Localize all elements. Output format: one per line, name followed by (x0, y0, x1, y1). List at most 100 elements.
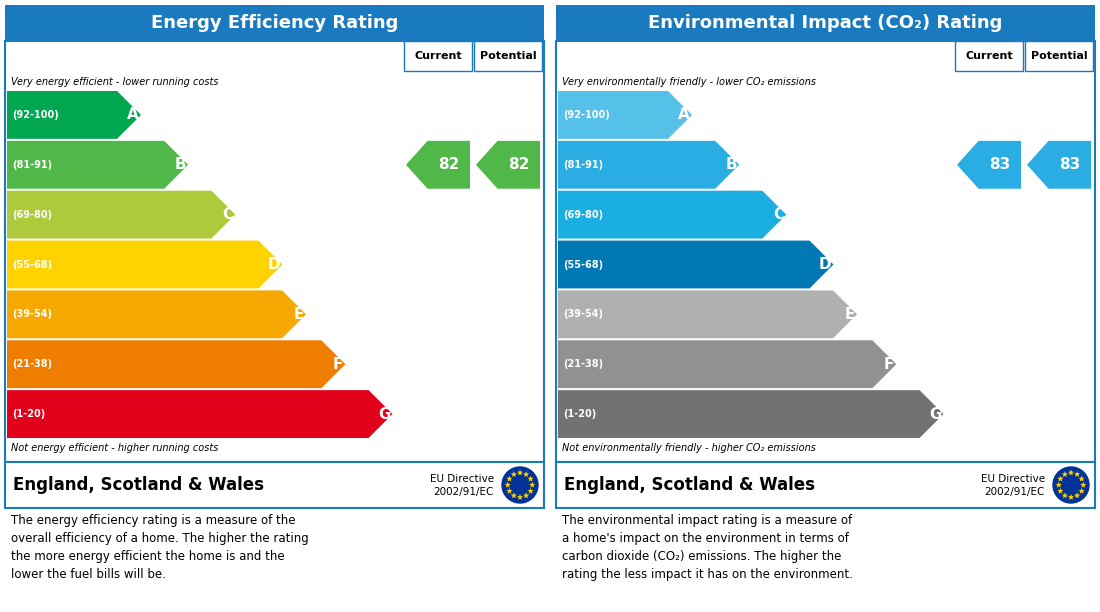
Bar (404, 41, 472, 71)
Polygon shape (1062, 493, 1068, 498)
Text: F: F (884, 357, 894, 371)
Polygon shape (1078, 488, 1085, 494)
Text: B: B (726, 157, 737, 173)
Bar (6, 5, 544, 41)
Polygon shape (1074, 471, 1080, 477)
Bar (955, 41, 1023, 71)
Text: EU Directive: EU Directive (981, 474, 1045, 484)
Text: (55-68): (55-68) (563, 259, 603, 269)
Bar (474, 41, 542, 71)
Polygon shape (7, 291, 306, 338)
Polygon shape (1068, 469, 1074, 476)
Polygon shape (558, 291, 857, 338)
Text: (92-100): (92-100) (12, 110, 58, 120)
Text: (21-38): (21-38) (563, 359, 603, 369)
Polygon shape (7, 390, 393, 438)
Text: Current: Current (415, 51, 462, 61)
Text: G: G (930, 406, 942, 422)
Polygon shape (1078, 476, 1085, 482)
Text: (39-54): (39-54) (12, 309, 52, 319)
Polygon shape (957, 141, 1021, 188)
Text: Not energy efficient - higher running costs: Not energy efficient - higher running co… (11, 443, 219, 453)
Text: (1-20): (1-20) (12, 409, 45, 419)
Polygon shape (476, 141, 540, 188)
Text: (81-91): (81-91) (12, 160, 52, 170)
Polygon shape (510, 493, 517, 498)
Polygon shape (558, 340, 896, 388)
Text: Very energy efficient - lower running costs: Very energy efficient - lower running co… (11, 77, 219, 87)
Polygon shape (506, 488, 513, 494)
Text: 83: 83 (989, 157, 1011, 173)
Text: (39-54): (39-54) (563, 309, 603, 319)
Text: 82: 82 (438, 157, 460, 173)
Text: 82: 82 (508, 157, 529, 173)
Text: Potential: Potential (480, 51, 537, 61)
Bar (6, 41, 544, 462)
Bar (1025, 41, 1093, 71)
Text: C: C (773, 207, 784, 222)
Text: C: C (222, 207, 233, 222)
Text: 2002/91/EC: 2002/91/EC (433, 487, 494, 497)
Polygon shape (522, 493, 529, 498)
Polygon shape (1057, 488, 1064, 494)
Polygon shape (7, 191, 235, 239)
Text: England, Scotland & Wales: England, Scotland & Wales (564, 476, 815, 494)
Text: D: D (267, 257, 280, 272)
Text: (92-100): (92-100) (563, 110, 609, 120)
Polygon shape (1027, 141, 1091, 188)
Polygon shape (528, 488, 534, 494)
Text: (69-80): (69-80) (12, 210, 52, 220)
Polygon shape (1057, 476, 1064, 482)
Polygon shape (1074, 493, 1080, 498)
Text: The energy efficiency rating is a measure of the
overall efficiency of a home. T: The energy efficiency rating is a measur… (11, 514, 309, 581)
Polygon shape (1068, 494, 1074, 500)
Text: A: A (679, 108, 690, 122)
Bar (556, 462, 1094, 508)
Text: Energy Efficiency Rating: Energy Efficiency Rating (151, 14, 398, 32)
Text: Environmental Impact (CO₂) Rating: Environmental Impact (CO₂) Rating (648, 14, 1003, 32)
Polygon shape (7, 141, 188, 188)
Text: Very environmentally friendly - lower CO₂ emissions: Very environmentally friendly - lower CO… (562, 77, 816, 87)
Text: (21-38): (21-38) (12, 359, 52, 369)
Bar (556, 5, 1094, 41)
Polygon shape (7, 340, 345, 388)
Polygon shape (529, 482, 536, 488)
Polygon shape (7, 241, 283, 288)
Text: (69-80): (69-80) (563, 210, 603, 220)
Text: A: A (128, 108, 139, 122)
Polygon shape (558, 241, 834, 288)
Bar (556, 41, 1094, 462)
Polygon shape (517, 494, 524, 500)
Text: Current: Current (965, 51, 1013, 61)
Text: E: E (294, 307, 304, 322)
Polygon shape (558, 390, 944, 438)
Text: England, Scotland & Wales: England, Scotland & Wales (13, 476, 264, 494)
Polygon shape (406, 141, 470, 188)
Text: (55-68): (55-68) (12, 259, 52, 269)
Polygon shape (528, 476, 534, 482)
Text: F: F (333, 357, 343, 371)
Text: B: B (175, 157, 186, 173)
Polygon shape (558, 191, 786, 239)
Polygon shape (558, 91, 692, 139)
Circle shape (1053, 467, 1089, 503)
Text: E: E (845, 307, 855, 322)
Text: Not environmentally friendly - higher CO₂ emissions: Not environmentally friendly - higher CO… (562, 443, 816, 453)
Polygon shape (522, 471, 529, 477)
Polygon shape (505, 482, 510, 488)
Polygon shape (558, 141, 739, 188)
Text: EU Directive: EU Directive (430, 474, 494, 484)
Text: The environmental impact rating is a measure of
a home's impact on the environme: The environmental impact rating is a mea… (562, 514, 852, 581)
Text: G: G (378, 406, 390, 422)
Polygon shape (1080, 482, 1087, 488)
Bar (6, 462, 544, 508)
Text: Potential: Potential (1031, 51, 1087, 61)
Polygon shape (7, 91, 141, 139)
Polygon shape (510, 471, 517, 477)
Text: D: D (818, 257, 832, 272)
Polygon shape (1056, 482, 1062, 488)
Circle shape (502, 467, 538, 503)
Polygon shape (517, 469, 524, 476)
Polygon shape (1062, 471, 1068, 477)
Text: 2002/91/EC: 2002/91/EC (984, 487, 1045, 497)
